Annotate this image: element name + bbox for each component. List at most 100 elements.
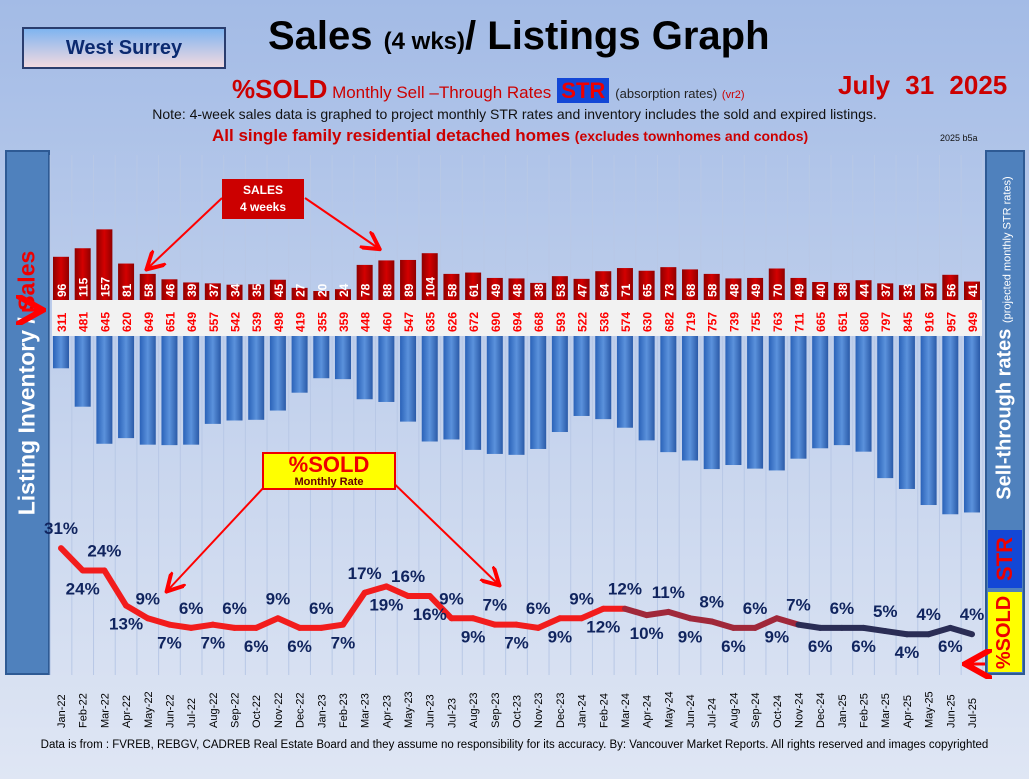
- sales-value-label: 33: [901, 283, 915, 297]
- listing-bar: [833, 336, 850, 446]
- listing-value-label: 522: [576, 312, 590, 332]
- x-tick-label: Jun-23: [425, 694, 437, 728]
- listing-value-label: 757: [706, 312, 720, 332]
- x-tick-label: Jun-25: [945, 694, 957, 728]
- sold-percent-label: 16%: [391, 567, 425, 586]
- sold-percent-label: 6%: [851, 637, 876, 656]
- sales-bar: [53, 256, 69, 300]
- sold-callout-title: %SOLD: [288, 452, 370, 477]
- sold-percent-label: 7%: [201, 634, 226, 653]
- left-axis-panel: [5, 150, 50, 675]
- scope-small: (excludes townhomes and condos): [574, 128, 809, 144]
- sales-value-label: 27: [294, 283, 308, 297]
- sold-line-segment: [925, 624, 954, 638]
- sold-arrow-left: [168, 469, 281, 590]
- sales-value-label: 44: [858, 283, 872, 297]
- x-tick-label: Jul-22: [186, 698, 198, 728]
- listing-value-label: 651: [836, 312, 850, 332]
- sales-value-label: 41: [966, 283, 980, 297]
- listing-value-label: 539: [250, 312, 264, 332]
- sold-percent-label: 17%: [348, 564, 382, 583]
- x-tick-label: Oct-23: [512, 695, 524, 728]
- sold-line-segment: [578, 605, 607, 622]
- sold-line-segment: [144, 615, 173, 628]
- x-tick-label: May-24: [663, 691, 675, 728]
- sold-line-segment: [665, 608, 694, 622]
- x-tick-label: Dec-22: [295, 693, 307, 728]
- footer: Data is from : FVREB, REBGV, CADREB Real…: [40, 739, 989, 751]
- x-tick-label: Jul-24: [707, 698, 719, 728]
- listing-bar: [334, 336, 351, 380]
- listing-bar: [486, 336, 503, 454]
- listing-bar: [183, 336, 200, 445]
- sold-line-segment: [535, 615, 563, 631]
- sold-percent-label: 6%: [808, 637, 833, 656]
- listing-value-label: 355: [315, 312, 329, 332]
- report-date: July 31 2025: [838, 70, 1008, 100]
- sales-value-label: 71: [619, 283, 633, 297]
- sold-percent-label: 6%: [244, 637, 269, 656]
- listing-bar: [356, 336, 373, 400]
- sales-bar: [139, 273, 156, 300]
- title-small: (4 wks): [383, 28, 466, 55]
- sold-percent-label: 11%: [652, 583, 685, 602]
- sold-percent-label: 6%: [309, 599, 334, 618]
- listing-bar: [96, 336, 113, 444]
- sales-value-label: 104: [424, 277, 438, 297]
- listing-value-label: 763: [771, 312, 785, 332]
- sold-line-segment: [58, 545, 86, 574]
- sold-percent-label: 9%: [548, 627, 573, 646]
- sales-bar: [877, 283, 894, 300]
- sales-bar: [465, 272, 482, 300]
- listing-bar: [682, 336, 699, 461]
- sold-percent-label: 6%: [830, 599, 855, 618]
- sold-percent-label: 10%: [630, 624, 664, 643]
- sales-value-label: 35: [250, 283, 264, 297]
- sales-arrow-right: [304, 197, 378, 248]
- sales-bar: [96, 229, 113, 300]
- sales-callout-sub: 4 weeks: [239, 200, 287, 214]
- sold-percent-label: 4%: [916, 605, 941, 624]
- sales-bar: [248, 284, 265, 300]
- sold-percent-label: 5%: [873, 602, 898, 621]
- sold-percent-label: 24%: [87, 541, 121, 560]
- listing-value-label: 557: [207, 312, 221, 332]
- sales-value-label: 115: [77, 277, 91, 297]
- listing-bar: [768, 336, 785, 471]
- listing-value-label: 694: [511, 312, 525, 332]
- listing-value-label: 957: [944, 312, 958, 332]
- sales-value-label: 157: [98, 277, 112, 297]
- sales-bar: [725, 278, 742, 300]
- x-tick-label: May-23: [403, 691, 415, 728]
- listing-bar: [855, 336, 872, 452]
- x-tick-label: Mar-23: [360, 693, 372, 728]
- sales-bar: [964, 281, 980, 300]
- sales-value-label: 48: [511, 283, 525, 297]
- sales-value-label: 58: [142, 283, 156, 297]
- x-tick-label: Apr-22: [121, 695, 133, 728]
- listing-bar: [877, 336, 894, 479]
- x-tick-label: Apr-25: [902, 695, 914, 728]
- listing-bar: [400, 336, 417, 422]
- sales-bar: [530, 282, 547, 300]
- sold-line-segment: [253, 615, 281, 631]
- sold-line-segment: [708, 618, 737, 631]
- sales-bar: [421, 253, 438, 300]
- sales-value-label: 96: [55, 283, 69, 297]
- listing-bar: [920, 336, 937, 506]
- listing-bar: [660, 336, 677, 453]
- listing-values-band: [52, 300, 982, 336]
- sales-arrow-left: [148, 197, 223, 268]
- sold-percent-label: 6%: [743, 599, 768, 618]
- page-title: Sales (4 wks)/ Listings Graph: [268, 14, 770, 59]
- sales-value-label: 47: [576, 283, 590, 297]
- sold-line-segment: [209, 621, 238, 631]
- listing-bar: [573, 336, 590, 416]
- listing-bar: [161, 336, 178, 446]
- x-tick-label: Mar-22: [99, 693, 111, 728]
- sold-callout: %SOLD Monthly Rate: [262, 452, 396, 490]
- sales-value-label: 64: [597, 283, 611, 297]
- sold-callout-sub: Monthly Rate: [294, 476, 364, 488]
- sales-value-label: 73: [662, 283, 676, 297]
